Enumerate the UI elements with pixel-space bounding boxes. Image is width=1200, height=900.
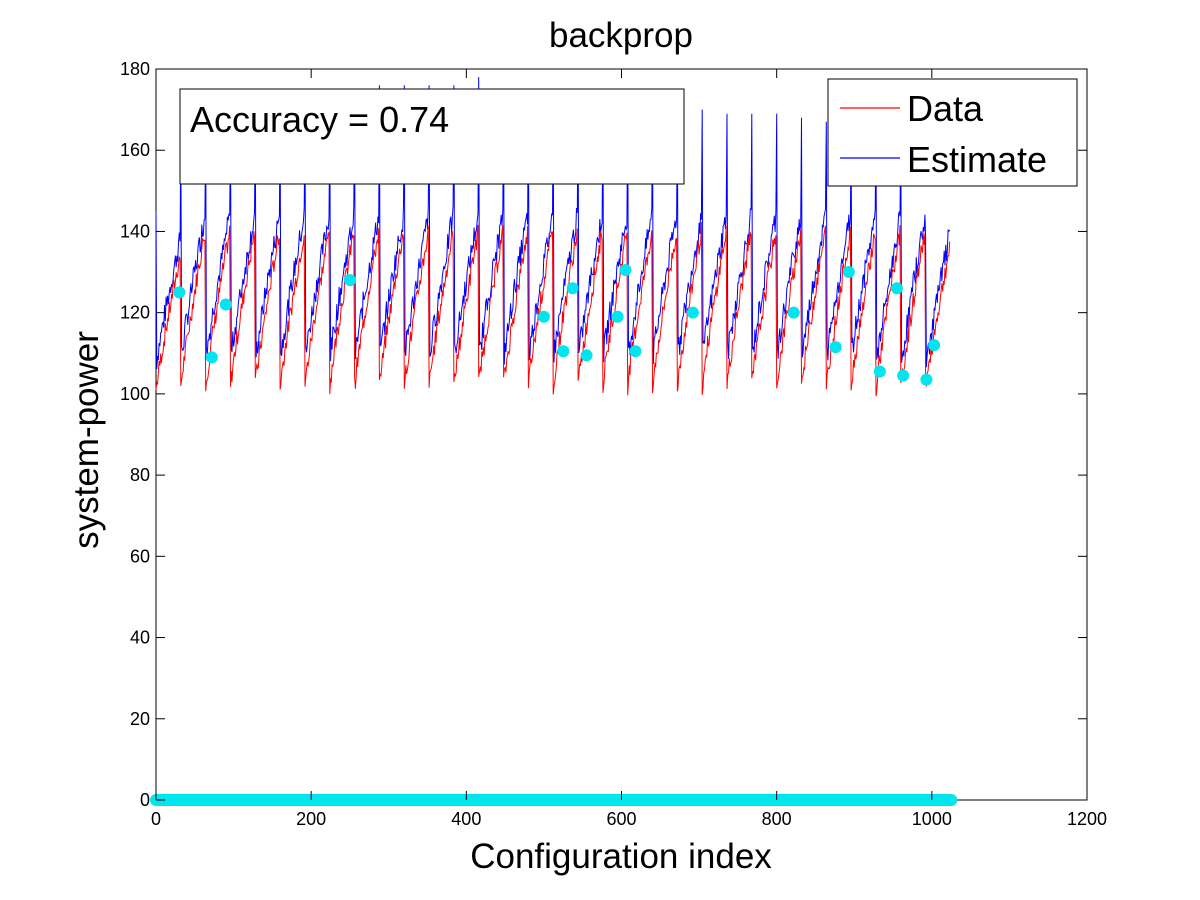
marker-point-5 [557, 345, 570, 358]
legend-frame [827, 78, 1078, 187]
marker-point-18 [920, 373, 933, 386]
x-tick-label-3: 600 [606, 809, 636, 829]
marker-point-9 [619, 264, 632, 277]
marker-layer [150, 264, 958, 806]
marker-point-16 [890, 282, 903, 295]
x-tick-label-2: 400 [451, 809, 481, 829]
marker-point-0 [173, 286, 186, 299]
chart-title: backprop [549, 16, 693, 55]
marker-point-14 [842, 266, 855, 279]
y-tick-label-4: 80 [130, 465, 150, 485]
marker-point-3 [343, 274, 356, 287]
marker-point-13 [829, 341, 842, 354]
series-line-data [155, 221, 951, 397]
marker-point-15 [873, 365, 886, 378]
x-axis-label: Configuration index [470, 837, 772, 876]
y-tick-label-7: 140 [120, 221, 150, 241]
legend-label-data: Data [907, 88, 984, 129]
marker-point-8 [611, 310, 624, 323]
legend: Data Estimate [827, 78, 1078, 187]
plot-area [155, 68, 1088, 801]
y-tick-label-3: 60 [130, 546, 150, 566]
x-tick-label-1: 200 [296, 809, 326, 829]
marker-point-7 [580, 349, 593, 362]
y-tick-label-8: 160 [120, 140, 150, 160]
y-axis-label: system-power [67, 331, 106, 549]
marker-point-12 [787, 306, 800, 319]
marker-point-10 [629, 345, 642, 358]
y-tick-label-0: 0 [140, 790, 150, 810]
x-tick-label-0: 0 [151, 809, 161, 829]
y-tick-label-6: 120 [120, 303, 150, 323]
x-tick-label-6: 1200 [1067, 809, 1107, 829]
x-tick-label-5: 1000 [912, 809, 952, 829]
annotation-box: Accuracy = 0.74 [179, 88, 685, 185]
axis-layer: 0 200 400 600 800 1000 1200 0 20 40 60 80 100 120 140 1… [120, 59, 1107, 829]
marker-point-4 [537, 310, 550, 323]
marker-point-2 [219, 298, 232, 311]
annotation-frame [179, 88, 685, 185]
y-tick-label-9: 180 [120, 59, 150, 79]
marker-point-1 [205, 351, 218, 364]
marker-point-11 [686, 306, 699, 319]
marker-point-19 [928, 339, 941, 352]
y-tick-label-2: 40 [130, 628, 150, 648]
accuracy-annotation: Accuracy = 0.74 [190, 99, 449, 140]
y-tick-label-5: 100 [120, 384, 150, 404]
marker-point-17 [897, 369, 910, 382]
legend-label-estimate: Estimate [907, 139, 1047, 180]
marker-point-6 [566, 282, 579, 295]
x-tick-label-4: 800 [762, 809, 792, 829]
y-tick-label-1: 20 [130, 709, 150, 729]
